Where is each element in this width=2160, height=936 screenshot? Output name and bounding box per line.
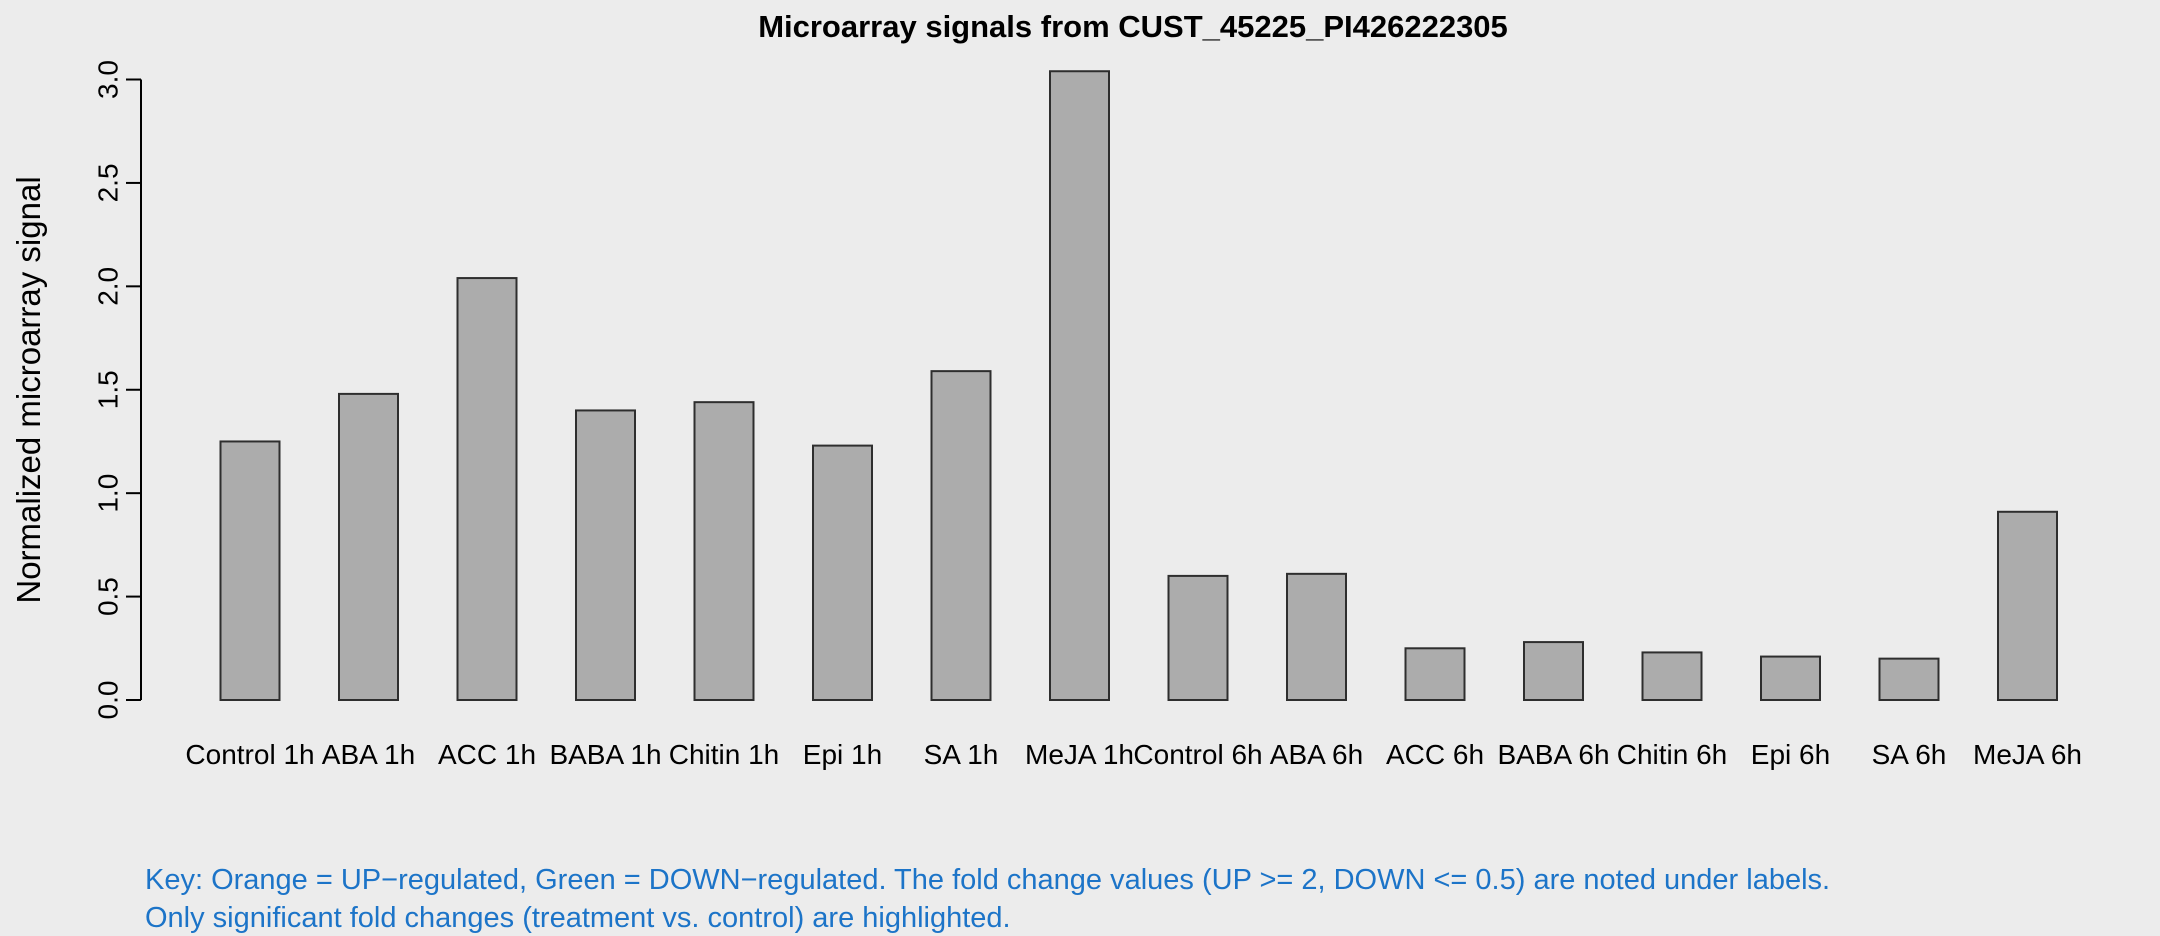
bar	[1167, 574, 1229, 701]
bar	[1286, 572, 1347, 701]
bar	[1523, 641, 1584, 701]
x-category-label: Chitin 6h	[1617, 739, 1728, 770]
bar	[812, 444, 873, 701]
bar	[219, 440, 281, 701]
x-category-label: BABA 1h	[549, 739, 661, 770]
x-category-label: Epi 6h	[1751, 739, 1830, 770]
x-category-label: MeJA 1h	[1025, 739, 1134, 770]
x-category-label: Chitin 1h	[669, 739, 780, 770]
bar	[1760, 655, 1821, 701]
bar	[456, 277, 518, 701]
x-axis-labels: Control 1h ABA 1h ACC 1h BABA 1h Chitin 1h Ep…	[185, 739, 2082, 770]
bar	[1404, 647, 1466, 701]
bar	[1641, 651, 1703, 701]
y-tick-label: 1.0	[93, 474, 124, 513]
y-tick-label: 0.5	[93, 577, 124, 616]
x-category-label: Epi 1h	[803, 739, 882, 770]
y-axis-title: Normalized microarray signal	[10, 176, 47, 603]
x-category-label: ABA 6h	[1270, 739, 1363, 770]
bar	[338, 392, 399, 701]
y-tick-label: 2.5	[93, 163, 124, 202]
x-category-label: Control 1h	[185, 739, 314, 770]
x-category-label: ACC 6h	[1386, 739, 1484, 770]
x-category-label: Control 6h	[1133, 739, 1262, 770]
x-category-label: SA 6h	[1872, 739, 1947, 770]
x-category-label: ACC 1h	[438, 739, 536, 770]
bar	[693, 401, 755, 701]
bar	[1997, 510, 2058, 701]
x-category-label: ABA 1h	[322, 739, 415, 770]
x-category-label: SA 1h	[924, 739, 999, 770]
key-note-line-1: Key: Orange = UP−regulated, Green = DOWN…	[145, 864, 1830, 896]
x-category-label: BABA 6h	[1497, 739, 1609, 770]
bar	[575, 409, 636, 701]
y-tick-label: 3.0	[93, 60, 124, 99]
bar	[1049, 70, 1110, 701]
x-category-label: MeJA 6h	[1973, 739, 2082, 770]
y-tick-label: 0.0	[93, 681, 124, 720]
bars-group	[219, 70, 2058, 701]
key-note-line-2: Only significant fold changes (treatment…	[145, 902, 1011, 934]
chart-title: Microarray signals from CUST_45225_PI426…	[758, 9, 1508, 44]
bar	[1878, 657, 1940, 701]
y-tick-label: 1.5	[93, 370, 124, 409]
y-tick-label: 2.0	[93, 267, 124, 306]
y-axis: 0.0 0.5 1.0 1.5 2.0 2.5 3.0	[93, 60, 142, 719]
bar	[930, 370, 992, 701]
